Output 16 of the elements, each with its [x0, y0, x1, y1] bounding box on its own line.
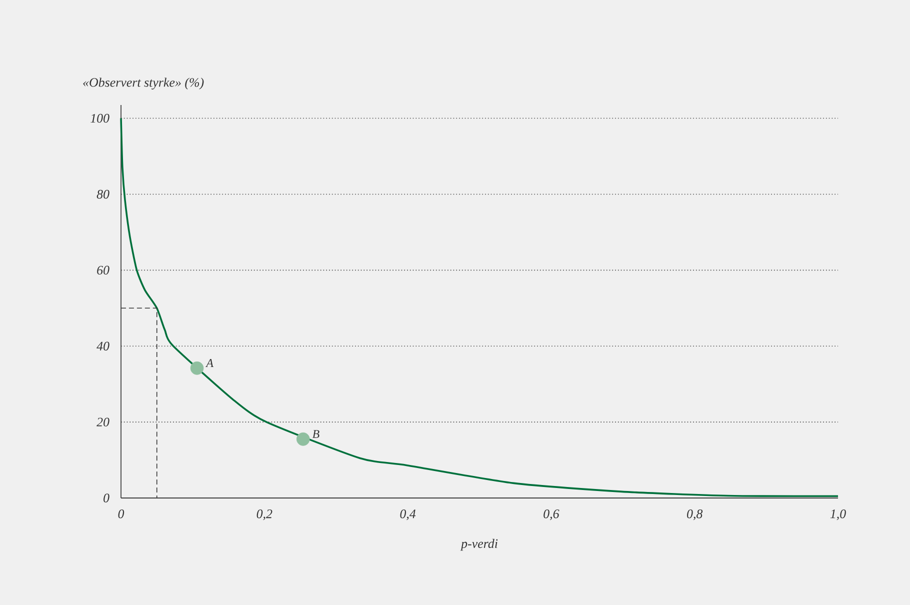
x-tick-label: 0,8 — [687, 509, 703, 520]
x-tick-label: 0,6 — [544, 509, 560, 520]
y-tick-label: 80 — [96, 190, 110, 199]
y-tick-label: 60 — [97, 266, 110, 275]
series-label: B — [312, 430, 320, 438]
x-tick-label: 1,0 — [830, 509, 846, 520]
series-label: A — [206, 359, 214, 367]
y-tick-label: 0 — [104, 494, 110, 502]
y-tick-label: 100 — [90, 114, 110, 123]
y-axis-title: «Observert styrke» (%) — [83, 78, 204, 90]
x-tick-label: 0 — [118, 509, 124, 518]
x-axis-title: p-verdi — [460, 538, 498, 551]
y-tick-label: 20 — [96, 418, 110, 426]
y-tick-label: 40 — [96, 342, 110, 350]
x-tick-label: 0,2 — [256, 509, 272, 520]
x-tick-label: 0,4 — [400, 509, 416, 520]
